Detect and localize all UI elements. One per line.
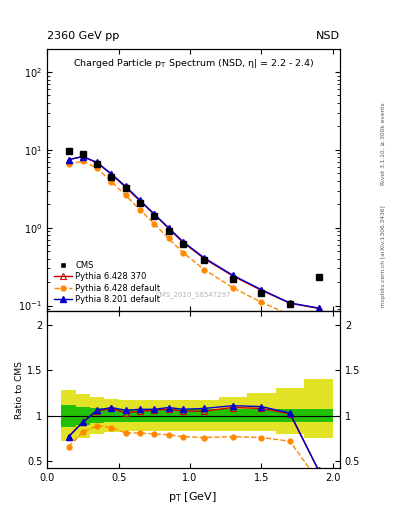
Text: $\mathregular{p_T}$ [GeV]: $\mathregular{p_T}$ [GeV] xyxy=(168,490,217,504)
Legend: CMS, Pythia 6.428 370, Pythia 6.428 default, Pythia 8.201 default: CMS, Pythia 6.428 370, Pythia 6.428 defa… xyxy=(51,259,163,307)
Text: mcplots.cern.ch [arXiv:1306.3436]: mcplots.cern.ch [arXiv:1306.3436] xyxy=(381,205,386,307)
Text: 2360 GeV pp: 2360 GeV pp xyxy=(47,31,119,41)
Text: Rivet 3.1.10, ≥ 300k events: Rivet 3.1.10, ≥ 300k events xyxy=(381,102,386,185)
Text: NSD: NSD xyxy=(316,31,340,41)
Text: Charged Particle $\mathregular{p_T}$ Spectrum (NSD, $\mathregular{\eta|}$ = 2.2 : Charged Particle $\mathregular{p_T}$ Spe… xyxy=(73,56,314,70)
Y-axis label: Ratio to CMS: Ratio to CMS xyxy=(15,361,24,419)
Text: CMS_2010_S8547297: CMS_2010_S8547297 xyxy=(156,291,231,298)
